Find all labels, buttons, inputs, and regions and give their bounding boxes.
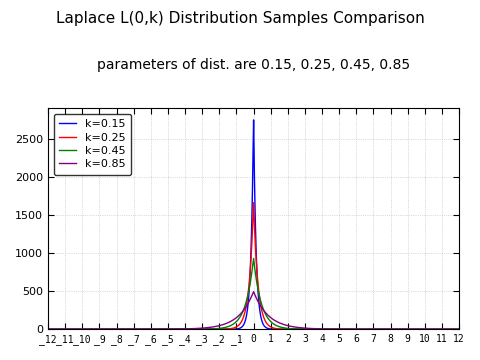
k=0.25: [456, 327, 462, 332]
k=0.45: [423, 327, 429, 332]
k=0.45: [218, 326, 224, 330]
k=0.15: [218, 327, 224, 332]
k=0.45: [221, 325, 227, 330]
k=0.45: [444, 327, 449, 332]
k=0.45: [344, 327, 349, 332]
k=0.15: [251, 118, 256, 122]
Line: k=0.25: k=0.25: [48, 203, 459, 329]
k=0.85: [344, 327, 349, 331]
Text: Laplace L(0,k) Distribution Samples Comparison: Laplace L(0,k) Distribution Samples Comp…: [56, 11, 424, 26]
Title: parameters of dist. are 0.15, 0.25, 0.45, 0.85: parameters of dist. are 0.15, 0.25, 0.45…: [97, 58, 410, 72]
Line: k=0.45: k=0.45: [48, 258, 459, 329]
k=0.85: [456, 327, 462, 332]
k=0.25: [344, 327, 349, 332]
Line: k=0.15: k=0.15: [48, 120, 459, 329]
k=0.45: [251, 256, 256, 261]
k=0.15: [344, 327, 349, 332]
k=0.85: [423, 327, 429, 332]
k=0.25: [218, 327, 224, 331]
k=0.25: [45, 327, 51, 332]
k=0.85: [444, 327, 449, 332]
k=0.25: [240, 315, 246, 320]
k=0.25: [221, 327, 227, 331]
k=0.45: [240, 308, 246, 312]
k=0.85: [240, 309, 246, 313]
k=0.15: [45, 327, 51, 332]
k=0.45: [456, 327, 462, 332]
k=0.85: [251, 289, 256, 294]
k=0.15: [444, 327, 449, 332]
k=0.15: [240, 323, 246, 327]
k=0.85: [218, 323, 224, 328]
k=0.15: [221, 327, 227, 332]
k=0.15: [456, 327, 462, 332]
Legend: k=0.15, k=0.25, k=0.45, k=0.85: k=0.15, k=0.25, k=0.45, k=0.85: [54, 114, 131, 175]
k=0.15: [423, 327, 429, 332]
k=0.85: [221, 322, 227, 327]
Line: k=0.85: k=0.85: [48, 292, 459, 329]
k=0.45: [45, 327, 51, 332]
k=0.25: [251, 201, 256, 205]
k=0.85: [45, 327, 51, 332]
k=0.25: [423, 327, 429, 332]
k=0.25: [444, 327, 449, 332]
